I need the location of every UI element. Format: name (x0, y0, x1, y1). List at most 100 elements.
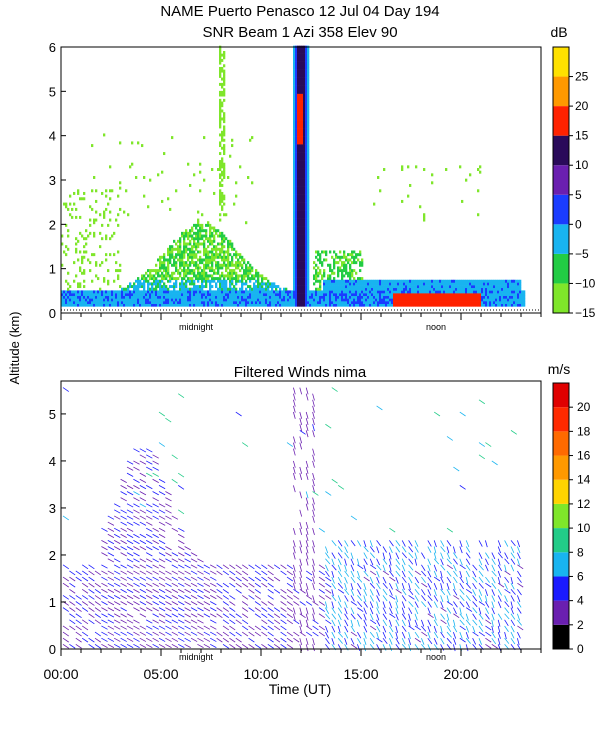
snr-heatmap-cell (219, 253, 222, 257)
wind-vector (401, 564, 406, 572)
snr-heatmap-cell (61, 298, 64, 302)
snr-heatmap-cell (81, 301, 84, 304)
snr-heatmap-cell (245, 271, 248, 275)
snr-heatmap-cell (195, 301, 198, 304)
snr-heatmap-cell (191, 277, 194, 281)
snr-heatmap-cell (463, 293, 466, 297)
snr-heatmap-cell (189, 263, 192, 267)
snr-heatmap-cell (139, 303, 142, 307)
snr-heatmap-cell (253, 293, 256, 297)
snr-heatmap-cell (159, 258, 162, 262)
snr-heatmap-cell (227, 239, 230, 243)
snr-heatmap-cell (391, 303, 394, 307)
snr-heatmap-cell (243, 271, 246, 275)
wind-vector (363, 583, 367, 590)
snr-heatmap-cell (345, 271, 348, 275)
snr-heatmap-cell (301, 117, 304, 121)
snr-heatmap-cell (295, 165, 298, 169)
snr-heatmap-cell (321, 290, 324, 294)
snr-heatmap-cell (305, 80, 308, 84)
snr-heatmap-cell (201, 293, 204, 297)
snr-heatmap-cell (253, 290, 256, 294)
wind-vector (389, 527, 396, 533)
snr-heatmap-cell (511, 303, 514, 307)
wind-vector (114, 527, 121, 532)
snr-heatmap-cell (265, 277, 268, 281)
snr-heatmap-cell (317, 271, 320, 275)
snr-heatmap-cell (413, 295, 416, 299)
snr-heatmap-cell (295, 133, 298, 137)
snr-colorbar-tick-label: 25 (575, 70, 589, 84)
wind-vector (459, 589, 465, 595)
snr-heatmap-cell (285, 287, 288, 291)
snr-heatmap-cell (225, 274, 228, 278)
snr-heatmap-cell (287, 303, 290, 307)
snr-heatmap-cell (295, 141, 298, 145)
snr-heatmap-cell (241, 303, 244, 307)
snr-heatmap-cell (103, 213, 106, 217)
wind-vector (120, 607, 127, 612)
wind-vector (81, 625, 89, 631)
snr-heatmap-cell (295, 162, 298, 166)
snr-heatmap-cell (147, 285, 150, 289)
snr-heatmap-cell (499, 295, 502, 299)
snr-heatmap-cell (61, 290, 64, 294)
snr-heatmap-cell (163, 295, 166, 299)
snr-heatmap-cell (387, 295, 390, 299)
snr-heatmap-cell (455, 298, 458, 302)
snr-heatmap-cell (297, 56, 300, 60)
snr-heatmap-cell (445, 303, 448, 307)
snr-heatmap-cell (191, 250, 194, 254)
wind-vector (344, 625, 349, 633)
snr-heatmap-cell (97, 277, 100, 281)
wind-vector (459, 631, 463, 639)
wind-vector (178, 527, 185, 532)
wind-vector (241, 582, 249, 588)
snr-heatmap-cell (495, 293, 498, 297)
snr-heatmap-cell (375, 293, 378, 297)
snr-heatmap-cell (295, 96, 298, 100)
snr-heatmap-cell (359, 250, 362, 254)
wind-vector (94, 613, 102, 619)
snr-heatmap-cell (307, 88, 310, 92)
snr-heatmap-cell (523, 295, 526, 299)
wind-vector (133, 546, 140, 551)
wind-vector (312, 411, 315, 419)
snr-heatmap-cell (221, 295, 224, 299)
snr-heatmap-cell (293, 183, 296, 187)
wind-vector (453, 552, 458, 559)
wind-vector (312, 625, 319, 631)
snr-heatmap-cell (323, 298, 326, 302)
snr-heatmap-cell (121, 290, 124, 294)
snr-heatmap-cell (299, 183, 302, 187)
snr-heatmap-cell (307, 96, 310, 100)
snr-heatmap-cell (519, 293, 522, 297)
snr-heatmap-cell (297, 58, 300, 62)
snr-heatmap-cell (295, 253, 298, 257)
snr-heatmap-cell (473, 290, 476, 294)
snr-heatmap-cell (207, 245, 210, 249)
snr-heatmap-cell (101, 293, 104, 297)
snr-heatmap-cell (357, 290, 360, 294)
wind-vector (421, 638, 425, 645)
snr-heatmap-cell (463, 290, 466, 294)
snr-heatmap-cell (217, 298, 220, 302)
snr-heatmap-cell (307, 197, 310, 201)
snr-heatmap-cell (237, 301, 240, 304)
snr-heatmap-cell (195, 226, 198, 230)
snr-heatmap-cell (241, 279, 244, 283)
wind-vector (88, 570, 95, 576)
snr-heatmap-cell (305, 56, 308, 60)
wind-vector (210, 576, 217, 581)
snr-heatmap-cell (173, 239, 176, 243)
snr-heatmap-cell (451, 279, 454, 283)
snr-heatmap-cell (165, 271, 168, 275)
snr-heatmap-cell (305, 226, 308, 230)
snr-heatmap-cell (231, 277, 234, 281)
snr-heatmap-cell (135, 290, 138, 294)
wind-vector (94, 631, 102, 637)
wind-vector (357, 582, 362, 590)
snr-heatmap-cell (221, 250, 224, 254)
snr-heatmap-cell (301, 82, 304, 86)
